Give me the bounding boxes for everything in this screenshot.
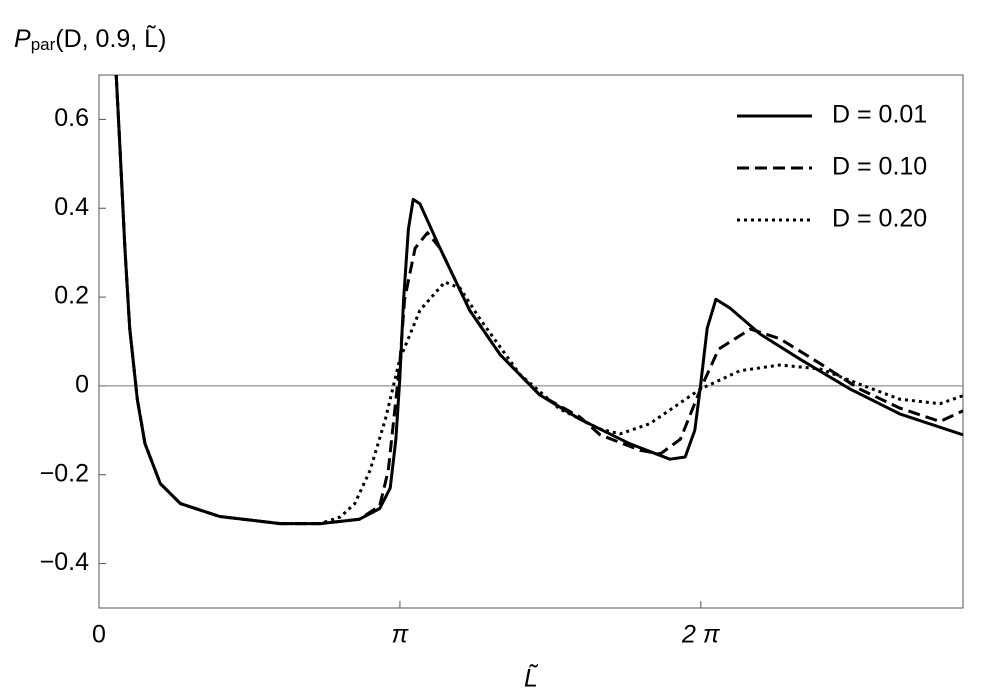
- y-tick-label: −0.4: [40, 548, 89, 576]
- y-axis-label: Ppar(D, 0.9, L̃): [14, 24, 166, 54]
- y-label-subscript: par: [31, 35, 56, 54]
- x-tick-label: 0: [92, 621, 106, 649]
- y-tick-label: −0.2: [40, 459, 89, 487]
- y-tick-label: 0.6: [54, 104, 89, 132]
- x-tick-label: π: [392, 621, 410, 649]
- y-label-args: (D, 0.9, L̃): [55, 24, 166, 52]
- series-line: [114, 75, 963, 526]
- legend-label: D = 0.20: [832, 205, 927, 233]
- plot-frame: [98, 74, 964, 609]
- series-line: [114, 75, 963, 526]
- legend-label: D = 0.01: [832, 101, 927, 129]
- x-tick-label: 2 π: [681, 621, 721, 649]
- x-axis-label: L̃: [524, 665, 539, 693]
- y-tick-label: 0: [75, 371, 89, 399]
- y-label-main: P: [14, 25, 31, 53]
- y-tick-label: 0.4: [54, 193, 89, 221]
- series-line: [114, 75, 963, 526]
- legend-label: D = 0.10: [832, 153, 927, 181]
- plot-area: [114, 75, 963, 526]
- y-tick-label: 0.2: [54, 282, 89, 310]
